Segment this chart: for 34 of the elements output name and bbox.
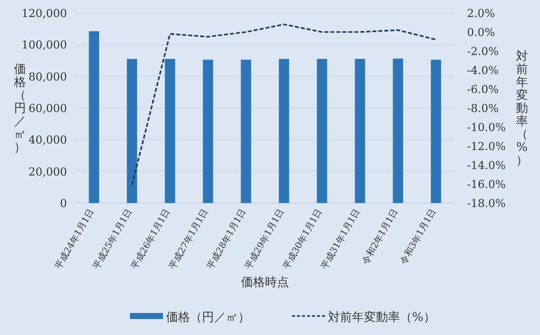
legend-label: 対前年変動率（%） <box>328 310 436 324</box>
bar <box>88 31 100 203</box>
y2-tick-label: -12.0% <box>467 140 506 153</box>
bar <box>126 58 138 203</box>
y-tick-label: 0 <box>60 197 67 210</box>
bar <box>316 58 328 203</box>
y2-tick-label: -6.0% <box>467 83 499 96</box>
y2-tick-label: 0.0% <box>467 26 495 39</box>
y-tick-label: 60,000 <box>28 102 67 115</box>
y-tick-label: 100,000 <box>22 38 67 52</box>
y2-tick-label: -2.0% <box>467 45 499 58</box>
y-axis-title: 価格（円／㎡） <box>13 62 26 154</box>
y2-tick-label: -14.0% <box>467 159 506 172</box>
y2-tick-label: -4.0% <box>467 64 499 77</box>
y2-tick-label: -16.0% <box>467 178 506 191</box>
y-tick-label: 120,000 <box>22 7 67 20</box>
y2-tick-label: 2.0% <box>467 7 495 20</box>
x-axis-title: 価格時点 <box>241 275 289 289</box>
y2-tick-label: -10.0% <box>467 121 506 134</box>
bar <box>354 58 366 203</box>
legend-label: 価格（円／㎡） <box>166 310 250 324</box>
y-tick-label: 80,000 <box>28 70 67 84</box>
bar <box>278 58 290 203</box>
bar <box>430 60 442 203</box>
bar <box>164 58 176 203</box>
bar <box>240 60 252 203</box>
y-tick-label: 20,000 <box>28 165 67 178</box>
y2-tick-label: -8.0% <box>467 102 499 115</box>
y2-tick-label: -18.0% <box>467 197 506 210</box>
bar <box>392 58 404 203</box>
line-series <box>131 24 437 186</box>
text: 対前年変動率（%） <box>516 49 528 167</box>
y-tick-label: 40,000 <box>28 134 67 147</box>
bar <box>202 60 214 203</box>
